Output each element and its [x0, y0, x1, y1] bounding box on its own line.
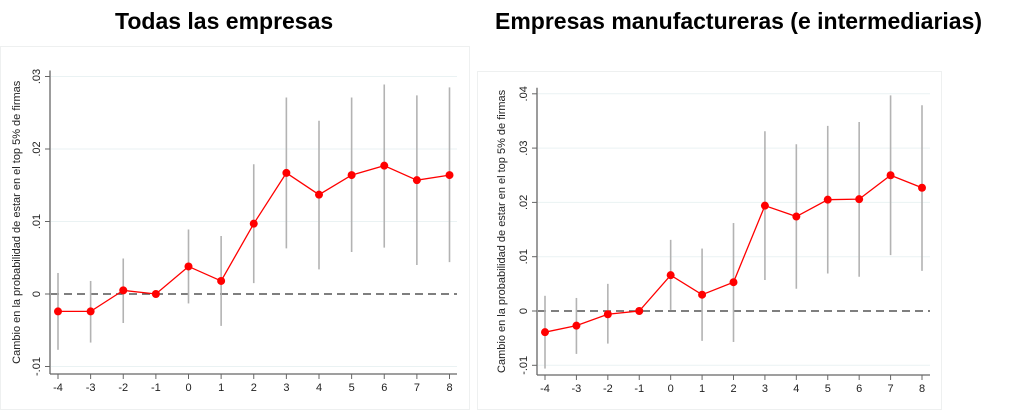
x-tick-label: 2: [251, 382, 257, 394]
y-tick-label: .01: [518, 249, 530, 264]
x-tick-label: 2: [730, 383, 736, 395]
x-tick-label: -1: [634, 383, 644, 395]
x-tick-label: 7: [414, 382, 420, 394]
data-point: [249, 219, 258, 228]
x-tick-label: 6: [856, 383, 862, 395]
data-point: [217, 276, 226, 285]
data-point: [855, 195, 864, 204]
x-tick-label: -3: [572, 383, 582, 395]
data-point: [86, 307, 95, 316]
x-tick-label: -4: [540, 383, 550, 395]
data-point: [918, 183, 926, 192]
data-point: [603, 310, 612, 319]
x-tick-label: 6: [381, 382, 387, 394]
x-tick-label: 7: [888, 383, 894, 395]
right-chart-title: Empresas manufactureras (e intermediaria…: [495, 8, 983, 34]
x-tick-label: 8: [446, 382, 452, 394]
x-tick-label: -2: [603, 383, 613, 395]
right-chart-panel: [477, 71, 942, 410]
data-point: [823, 195, 832, 204]
data-point: [666, 271, 675, 280]
data-point: [792, 212, 801, 221]
data-point: [119, 286, 128, 295]
data-point: [184, 262, 193, 271]
y-tick-label: .04: [518, 86, 530, 101]
x-tick-label: 4: [793, 383, 799, 395]
y-axis-label: Cambio en la probabilidad de estar en el…: [11, 80, 23, 364]
data-point: [698, 290, 707, 299]
y-tick-label: .02: [518, 195, 530, 210]
data-point: [635, 307, 644, 315]
x-tick-label: 0: [185, 382, 191, 394]
y-tick-label: .02: [31, 141, 43, 156]
data-point: [315, 190, 323, 199]
x-tick-label: 8: [919, 383, 925, 395]
data-point: [380, 161, 389, 170]
x-tick-label: -3: [86, 382, 96, 394]
x-tick-label: 3: [762, 383, 768, 395]
data-point: [54, 307, 62, 316]
y-tick-label: -.01: [518, 356, 530, 375]
x-tick-label: 5: [825, 383, 831, 395]
y-axis-label: Cambio en la probabilidad de estar en el…: [496, 89, 508, 373]
data-point: [886, 171, 895, 180]
data-point: [729, 278, 738, 287]
data-point: [347, 171, 356, 180]
x-tick-label: -4: [53, 382, 63, 394]
y-tick-label: 0: [31, 291, 43, 297]
left-chart-panel: [0, 46, 470, 410]
x-tick-label: 3: [283, 382, 289, 394]
y-tick-label: -.01: [31, 357, 43, 376]
data-point: [282, 168, 291, 177]
data-point: [445, 171, 454, 180]
x-tick-label: -1: [151, 382, 161, 394]
y-tick-label: .03: [518, 140, 530, 155]
y-tick-label: .01: [31, 214, 43, 229]
data-point: [541, 328, 549, 337]
data-point: [151, 290, 160, 298]
y-tick-label: 0: [518, 308, 530, 314]
data-point: [760, 201, 769, 210]
y-tick-label: .03: [31, 69, 43, 84]
x-tick-label: 4: [316, 382, 322, 394]
x-tick-label: 1: [218, 382, 224, 394]
x-tick-label: -2: [118, 382, 128, 394]
x-tick-label: 1: [699, 383, 705, 395]
x-tick-label: 0: [668, 383, 674, 395]
data-point: [572, 321, 581, 330]
x-tick-label: 5: [349, 382, 355, 394]
data-point: [412, 176, 421, 185]
left-chart-title: Todas las empresas: [115, 8, 334, 34]
